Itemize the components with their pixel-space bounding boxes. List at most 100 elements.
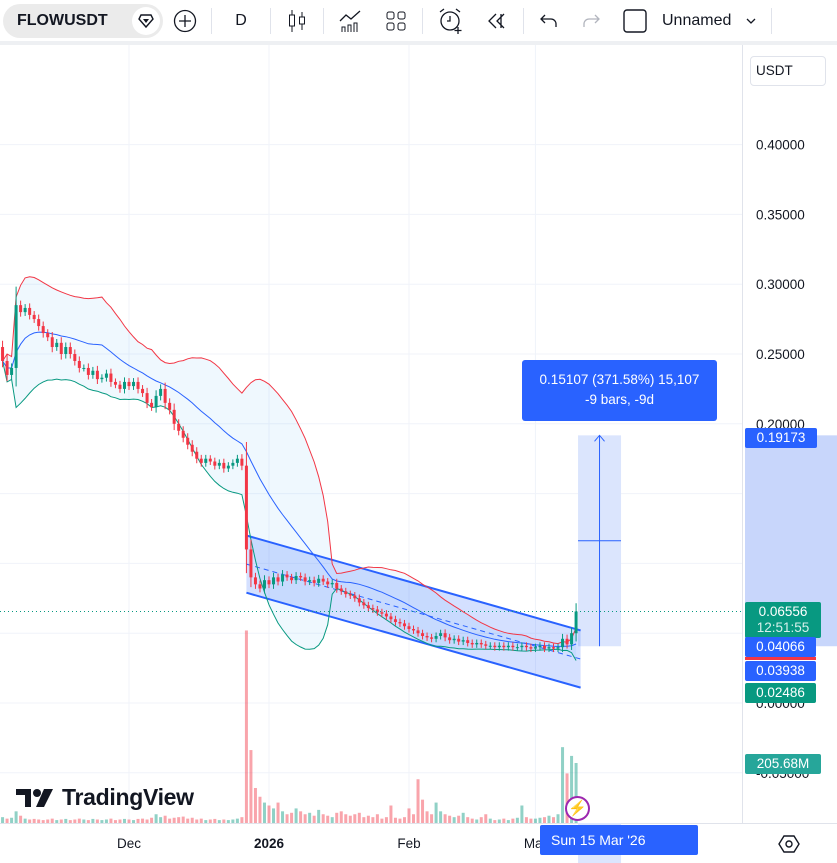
interval-button[interactable]: D: [235, 11, 247, 29]
candle-body: [186, 437, 190, 445]
candle-body: [366, 605, 370, 609]
lightning-icon[interactable]: ⚡: [565, 796, 590, 821]
chevron-down-icon[interactable]: [735, 4, 767, 38]
candles-icon[interactable]: [275, 4, 319, 38]
volume-bar: [1, 817, 5, 823]
volume-bar: [479, 817, 483, 823]
volume-bar: [28, 819, 32, 823]
volume-bar: [425, 811, 429, 823]
indicators-icon[interactable]: [328, 4, 374, 38]
currency-button[interactable]: USDT: [750, 56, 826, 86]
volume-bar: [276, 802, 280, 823]
last-price-badge: 0.06556 12:51:55: [745, 602, 821, 638]
volume-bar: [362, 817, 366, 823]
candle-body: [195, 451, 199, 459]
volume-bar: [561, 747, 565, 823]
settings-icon[interactable]: [778, 833, 800, 860]
candle-body: [416, 630, 420, 634]
candle-body: [353, 595, 357, 599]
candle-body: [321, 578, 325, 582]
volume-bar: [430, 814, 434, 823]
layout-name-button[interactable]: Unnamed: [662, 11, 732, 29]
volume-bar: [366, 815, 370, 823]
symbol-search-button[interactable]: FLOWUSDT: [3, 3, 163, 38]
candle-body: [226, 465, 230, 469]
candle-body: [434, 635, 438, 639]
bollinger-lower: [2, 360, 577, 661]
price-badge: 0.03938: [745, 661, 816, 681]
candle-body: [23, 307, 27, 313]
bollinger-upper: [2, 276, 577, 645]
candle-body: [59, 342, 63, 354]
volume-bar: [91, 818, 95, 823]
volume-bar: [371, 817, 375, 823]
volume-badge: 205.68M: [745, 754, 821, 774]
measure-bars: -9 bars, -9d: [584, 392, 655, 407]
time-axis-border: [0, 823, 837, 824]
candle-body: [556, 647, 560, 649]
candle-body: [91, 370, 95, 375]
layouts-icon[interactable]: [374, 4, 418, 38]
volume-bar: [308, 812, 312, 823]
candle-body: [127, 381, 131, 387]
fullscreen-icon[interactable]: [612, 4, 658, 38]
divider: [211, 7, 212, 34]
volume-bar: [104, 819, 108, 823]
volume-bar: [195, 819, 199, 823]
add-symbol-icon[interactable]: [163, 4, 207, 38]
candle-body: [380, 612, 384, 614]
price-tick-label: 0.25000: [756, 347, 805, 362]
candle-body: [46, 333, 50, 338]
volume-bar: [353, 814, 357, 823]
volume-bar: [32, 818, 36, 823]
candle-body: [497, 645, 501, 648]
volume-bar: [538, 817, 542, 823]
chart-canvas[interactable]: 0.400000.350000.300000.250000.200000.150…: [0, 45, 837, 863]
replay-icon[interactable]: [475, 4, 519, 38]
volume-bar: [294, 808, 298, 823]
volume-bar: [86, 820, 90, 823]
candle-body: [488, 645, 492, 647]
volume-bar: [73, 819, 77, 823]
candle-body: [330, 582, 334, 585]
volume-bar: [55, 820, 59, 823]
volume-bar: [542, 817, 546, 823]
volume-bar: [154, 814, 158, 823]
volume-bar: [204, 820, 208, 823]
divider: [523, 7, 524, 34]
candle-body: [172, 409, 176, 424]
candle-body: [73, 354, 77, 361]
candle-body: [344, 591, 348, 595]
price-badge: 0.04066: [745, 637, 816, 657]
candle-body: [86, 367, 90, 375]
volume-bar: [434, 802, 438, 823]
volume-bar: [145, 819, 149, 823]
redo-icon[interactable]: [570, 4, 612, 38]
candle-body: [520, 645, 524, 648]
volume-bar: [412, 814, 416, 823]
candle-body: [249, 549, 253, 578]
time-tick-label: 2026: [254, 836, 285, 851]
candle-body: [439, 633, 443, 636]
alert-icon[interactable]: [427, 4, 475, 38]
candle-body: [308, 580, 312, 582]
candle-body: [443, 633, 447, 638]
volume-bar: [380, 818, 384, 823]
candle-body: [524, 645, 528, 648]
candle-body: [159, 388, 163, 396]
volume-bar: [181, 816, 185, 823]
candle-body: [122, 381, 126, 389]
volume-bar: [150, 817, 154, 823]
candle-body: [529, 647, 533, 649]
diamond-icon[interactable]: [132, 6, 160, 35]
candle-body: [145, 393, 149, 403]
candle-body: [82, 367, 86, 369]
volume-bar: [68, 820, 72, 823]
volume-bar: [19, 815, 23, 823]
candle-body: [19, 305, 23, 313]
measure-top-price-badge: 0.19173: [745, 428, 817, 448]
volume-bar: [109, 818, 113, 823]
volume-bar: [348, 815, 352, 823]
undo-icon[interactable]: [528, 4, 570, 38]
candle-body: [484, 644, 488, 646]
